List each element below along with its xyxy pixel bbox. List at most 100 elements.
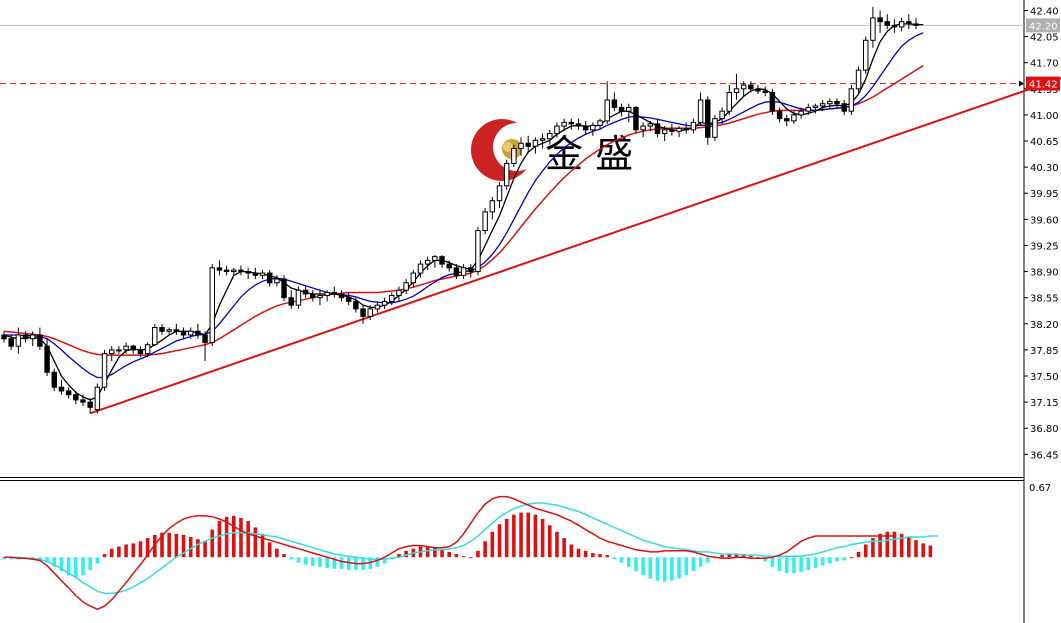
price-tick-label: 39.95 <box>1030 189 1059 200</box>
candle-down <box>331 291 338 295</box>
macd-bar-positive <box>181 534 186 558</box>
candle-up <box>144 344 151 355</box>
macd-bar-positive <box>928 545 933 558</box>
macd-bar-positive <box>102 554 107 558</box>
candle-up <box>503 162 510 187</box>
macd-bar-positive <box>210 529 215 558</box>
candle-down <box>834 100 840 105</box>
candle-up <box>324 291 330 296</box>
candle-up <box>152 327 158 346</box>
candle-up <box>482 211 488 232</box>
price-tick-label: 41.00 <box>1030 111 1059 122</box>
macd-bar-negative <box>799 557 803 573</box>
candle-down <box>345 297 352 302</box>
candle-up <box>403 282 409 291</box>
macd-panel <box>2 495 938 611</box>
candle-down <box>51 371 57 388</box>
candle-down <box>8 338 14 347</box>
macd-bar-positive <box>512 514 516 558</box>
current-price-badge <box>1026 18 1060 33</box>
candle-up <box>604 99 610 122</box>
macd-bar-negative <box>325 557 329 568</box>
macd-bar-negative <box>382 557 387 564</box>
macd-bar-positive <box>547 525 552 558</box>
macd-bar-positive <box>440 549 444 558</box>
macd-bar-positive <box>720 555 724 558</box>
candle-up <box>389 294 395 302</box>
candle-down <box>525 142 531 147</box>
candle-down <box>37 334 43 347</box>
candle-up <box>108 349 115 355</box>
candle-down <box>338 293 345 299</box>
candle-down <box>776 110 783 120</box>
candle-up <box>690 121 697 131</box>
price-tick-label: 40.65 <box>1030 137 1059 148</box>
level-badge <box>1026 76 1060 91</box>
candle-down <box>173 329 180 332</box>
candle-down <box>137 349 144 355</box>
price-tick-label: 37.50 <box>1030 372 1059 383</box>
candle-down <box>769 92 776 112</box>
candle-up <box>812 105 819 108</box>
candle-up <box>819 103 826 107</box>
macd-bar-positive <box>109 548 114 558</box>
macd-bar-positive <box>188 537 193 558</box>
candle-up <box>15 334 22 347</box>
candle-up <box>374 304 381 310</box>
macd-bar-negative <box>691 557 696 572</box>
candle-up <box>396 289 402 296</box>
candle-down <box>453 267 460 276</box>
candle-down <box>22 334 29 340</box>
macd-bar-negative <box>820 557 825 566</box>
candle-down <box>669 129 675 132</box>
candle-up <box>561 121 567 127</box>
candle-up <box>417 263 424 274</box>
macd-bar-positive <box>871 538 875 558</box>
candle-down <box>195 330 201 336</box>
candle-down <box>654 123 661 135</box>
macd-bar-positive <box>167 532 171 558</box>
macd-bar-positive <box>885 531 890 558</box>
candle-up <box>848 88 855 112</box>
candle-down <box>245 271 251 274</box>
candle-up <box>791 114 797 122</box>
candle-up <box>898 21 905 28</box>
macd-bar-positive <box>526 512 531 558</box>
candle-up <box>805 106 812 112</box>
candle-down <box>755 88 761 92</box>
candle-down <box>80 399 86 403</box>
macd-bar-positive <box>203 541 207 558</box>
candle-down <box>310 293 316 299</box>
macd-bar-positive <box>174 533 179 558</box>
candle-up <box>511 147 517 164</box>
price-tick-label: 38.55 <box>1030 294 1059 305</box>
macd-bar-negative <box>339 557 344 569</box>
macd-bar-negative <box>375 557 380 567</box>
macd-bar-negative <box>677 557 681 579</box>
macd-bar-negative <box>332 557 337 569</box>
macd-bar-negative <box>641 557 645 576</box>
macd-bar-negative <box>813 557 818 568</box>
candle-up <box>460 267 467 276</box>
candle-down <box>468 267 474 273</box>
candles <box>1 6 919 414</box>
candle-down <box>439 256 445 265</box>
macd-bar-positive <box>461 556 466 558</box>
macd-bar-positive <box>454 554 459 558</box>
macd-bar-negative <box>346 557 351 570</box>
macd-bar-positive <box>476 550 480 558</box>
macd-bar-negative <box>2 557 6 560</box>
candle-down <box>73 394 79 401</box>
macd-bar-positive <box>282 554 286 558</box>
macd-bar-positive <box>490 531 495 558</box>
candle-up <box>101 353 108 388</box>
price-tick-label: 36.45 <box>1030 450 1059 461</box>
candle-down <box>202 334 208 343</box>
trendline <box>89 77 1061 415</box>
macd-bar-negative <box>698 557 703 567</box>
macd-bar-positive <box>239 517 243 558</box>
candle-down <box>216 267 223 271</box>
candle-up <box>367 308 373 317</box>
macd-bar-negative <box>806 557 811 570</box>
macd-bar-positive <box>598 554 602 558</box>
